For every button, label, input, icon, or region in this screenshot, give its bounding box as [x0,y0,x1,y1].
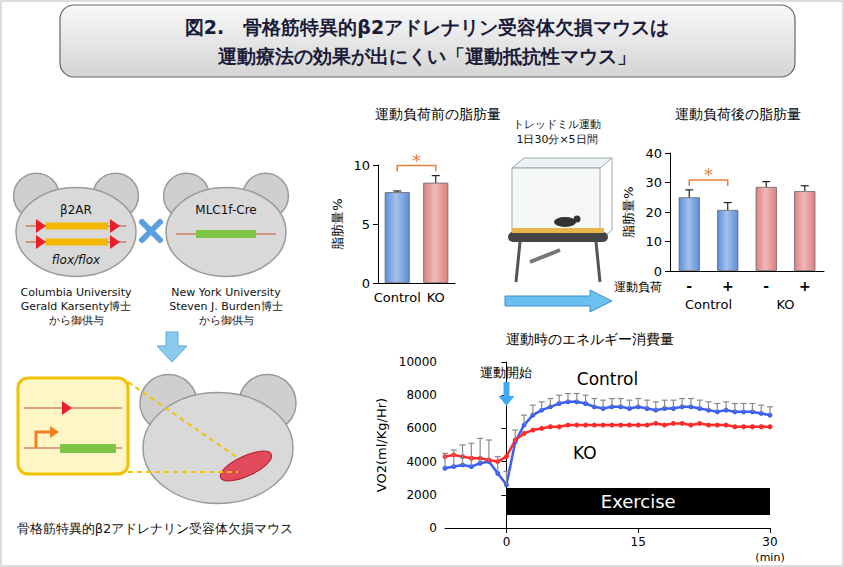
svg-text:10: 10 [645,234,662,249]
svg-text:-: - [763,278,769,294]
svg-text:0: 0 [503,535,511,549]
svg-text:0: 0 [429,521,437,535]
svg-text:*: * [412,150,421,171]
svg-text:β2AR: β2AR [60,203,92,217]
svg-text:から御供与: から御供与 [199,314,254,327]
svg-text:運動療法の効果が出にくい「運動抵抗性マウス」: 運動療法の効果が出にくい「運動抵抗性マウス」 [217,45,636,67]
svg-text:15: 15 [631,535,646,549]
svg-text:40: 40 [645,146,662,161]
svg-text:から御供与: から御供与 [49,314,104,327]
svg-text:運動負荷後の脂肪量: 運動負荷後の脂肪量 [675,106,801,122]
svg-text:Control: Control [685,297,732,312]
svg-text:0: 0 [654,264,662,279]
svg-text:6000: 6000 [406,421,437,435]
svg-text:脂肪量%: 脂肪量% [330,198,345,249]
svg-text:5: 5 [362,217,370,232]
svg-text:1日30分×5日間: 1日30分×5日間 [516,133,597,146]
svg-text:New York University: New York University [171,286,281,299]
svg-text:Control: Control [374,290,421,305]
svg-text:KO: KO [573,443,597,463]
svg-text:4000: 4000 [406,455,437,469]
svg-text:+: + [722,278,734,294]
svg-text:Gerald Karsenty博士: Gerald Karsenty博士 [21,300,132,313]
svg-text:Control: Control [577,369,638,389]
svg-text:Exercise: Exercise [601,491,676,512]
svg-text:8000: 8000 [406,388,437,402]
svg-text:KO: KO [776,297,794,312]
svg-text:運動時のエネルギー消費量: 運動時のエネルギー消費量 [506,331,674,347]
svg-text:VO2(ml/Kg/Hr): VO2(ml/Kg/Hr) [374,398,389,492]
svg-text:運動負荷: 運動負荷 [614,280,662,294]
svg-text:トレッドミル運動: トレッドミル運動 [513,118,601,131]
svg-text:MLC1f-Cre: MLC1f-Cre [195,203,256,217]
svg-text:脂肪量%: 脂肪量% [621,186,636,237]
svg-text:*: * [704,164,713,185]
svg-text:KO: KO [427,290,445,305]
svg-text:flox/flox: flox/flox [52,253,101,267]
svg-text:Columbia University: Columbia University [21,286,132,299]
svg-text:30: 30 [762,535,777,549]
svg-text:10000: 10000 [399,355,437,369]
svg-text:+: + [799,278,811,294]
svg-text:30: 30 [645,175,662,190]
svg-text:Steven J. Burden博士: Steven J. Burden博士 [169,300,283,313]
svg-text:運動開始: 運動開始 [480,365,532,380]
svg-text:運動負荷前の脂肪量: 運動負荷前の脂肪量 [375,106,500,122]
svg-text:骨格筋特異的β2アドレナリン受容体欠損マウス: 骨格筋特異的β2アドレナリン受容体欠損マウス [17,521,294,536]
svg-text:20: 20 [645,205,662,220]
svg-text:(min): (min) [755,551,784,564]
svg-text:0: 0 [362,276,370,291]
svg-text:図2. 骨格筋特異的β2アドレナリン受容体欠損マウスは: 図2. 骨格筋特異的β2アドレナリン受容体欠損マウスは [185,16,669,38]
svg-text:10: 10 [353,158,370,173]
svg-text:2000: 2000 [406,488,437,502]
svg-text:-: - [686,278,692,294]
